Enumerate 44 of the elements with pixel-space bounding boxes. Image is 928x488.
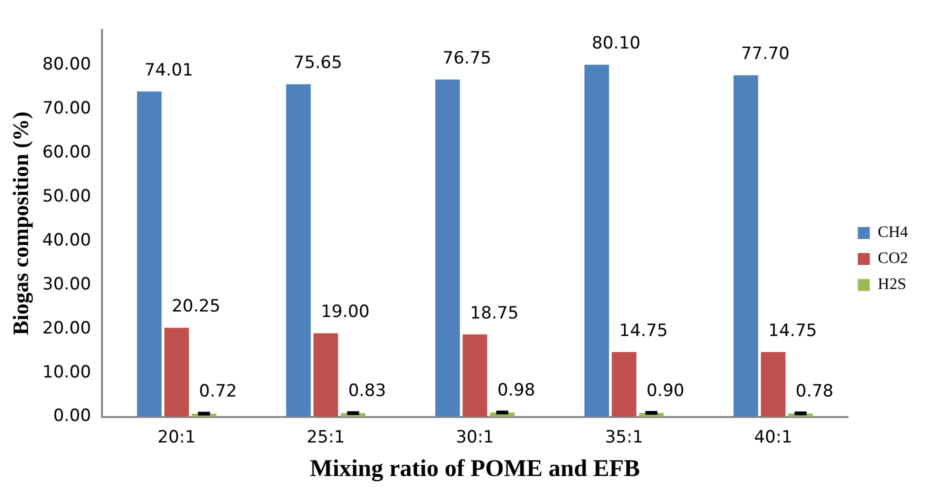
- legend-label: H2S: [878, 276, 906, 294]
- data-label: 20.25: [172, 296, 220, 317]
- data-label: 80.10: [592, 34, 640, 54]
- x-axis-title: Mixing ratio of POME and EFB: [310, 456, 640, 482]
- y-tick-label: 70.00: [42, 98, 92, 119]
- data-label: 0.72: [199, 382, 237, 402]
- bar: [760, 352, 786, 417]
- y-tick-label: 10.00: [42, 362, 92, 382]
- data-label: 0.90: [646, 380, 684, 401]
- bar: [136, 91, 162, 417]
- data-label: 0.78: [796, 381, 834, 402]
- data-label: 74.01: [144, 60, 194, 80]
- bar: [734, 75, 758, 417]
- data-label: 0.83: [348, 381, 386, 402]
- y-axis-title: Biogas composition (%): [8, 112, 33, 336]
- x-tick-label: 20:1: [158, 427, 196, 448]
- legend-label: CO2: [878, 250, 908, 268]
- y-tick-label: 60.00: [42, 142, 92, 162]
- x-tick-label: 25:1: [306, 427, 345, 448]
- x-tick-label: 40:1: [754, 427, 792, 448]
- bar: [612, 352, 636, 417]
- bar: [313, 333, 338, 417]
- y-tick-label: 20.00: [42, 318, 92, 338]
- y-tick-label: 40.00: [42, 230, 92, 250]
- data-label: 18.75: [470, 303, 519, 324]
- y-tick-label: 80.00: [42, 54, 92, 75]
- data-label: 14.75: [619, 320, 668, 341]
- bar: [164, 328, 189, 417]
- bar: [435, 79, 460, 417]
- data-label: 77.70: [740, 44, 790, 64]
- data-label: 0.98: [497, 380, 536, 401]
- y-tick-label: 30.00: [42, 274, 92, 294]
- y-tick-label: 0.00: [53, 406, 92, 426]
- legend-label: CH4: [878, 224, 908, 242]
- x-tick-label: 30:1: [456, 427, 494, 448]
- bar: [462, 334, 488, 417]
- data-label: 19.00: [320, 302, 370, 322]
- bar: [286, 84, 311, 417]
- data-label: 14.75: [768, 320, 817, 341]
- x-tick-label: 35:1: [604, 427, 644, 448]
- y-tick-label: 50.00: [42, 186, 92, 206]
- data-label: 75.65: [294, 53, 342, 74]
- data-label: 76.75: [442, 48, 492, 68]
- bar: [584, 64, 610, 417]
